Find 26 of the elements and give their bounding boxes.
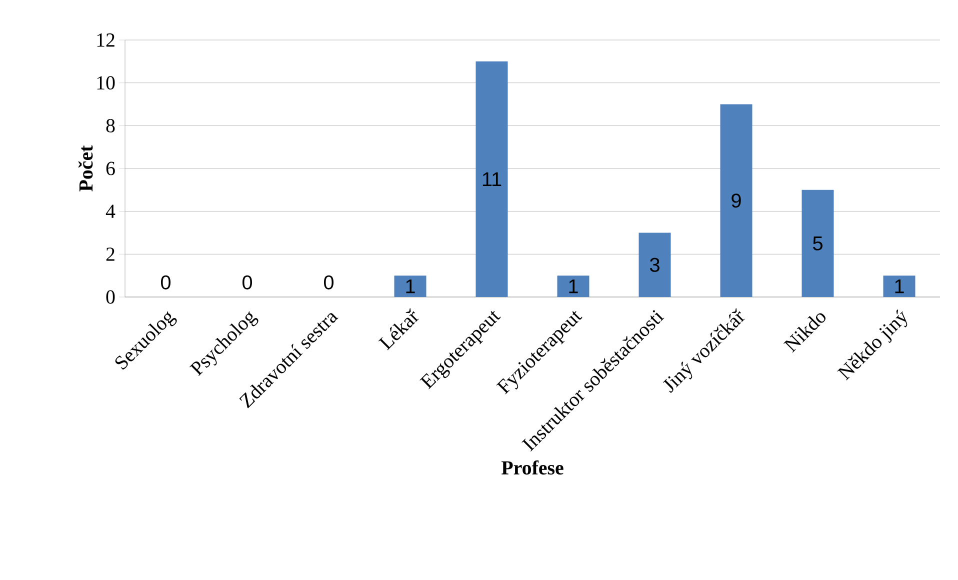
- data-label: 1: [406, 279, 415, 294]
- bar: [720, 104, 752, 297]
- x-axis-title: Profese: [502, 460, 564, 475]
- data-label: 1: [569, 279, 578, 294]
- data-label: 0: [160, 275, 171, 290]
- data-label: 3: [650, 258, 660, 272]
- y-tick-label: 4: [106, 204, 116, 218]
- data-label: 0: [324, 275, 334, 290]
- bar: [476, 61, 508, 297]
- data-label: 1: [895, 279, 904, 294]
- data-label: 0: [242, 275, 252, 290]
- bar: [557, 276, 590, 297]
- y-tick-label: 12: [97, 33, 114, 47]
- data-label: 5: [813, 236, 822, 250]
- data-label: 11: [482, 172, 502, 186]
- bar: [802, 190, 834, 297]
- bar: [638, 232, 671, 297]
- y-tick-label: 6: [106, 162, 115, 176]
- y-axis-title: Počet: [78, 145, 93, 192]
- y-tick-label: 10: [97, 76, 115, 90]
- y-tick-label: 0: [106, 290, 115, 304]
- y-tick-label: 2: [106, 248, 114, 261]
- y-tick-label: 8: [106, 118, 115, 132]
- data-label: 9: [732, 194, 741, 208]
- bar: [394, 276, 426, 297]
- bar: [883, 276, 916, 297]
